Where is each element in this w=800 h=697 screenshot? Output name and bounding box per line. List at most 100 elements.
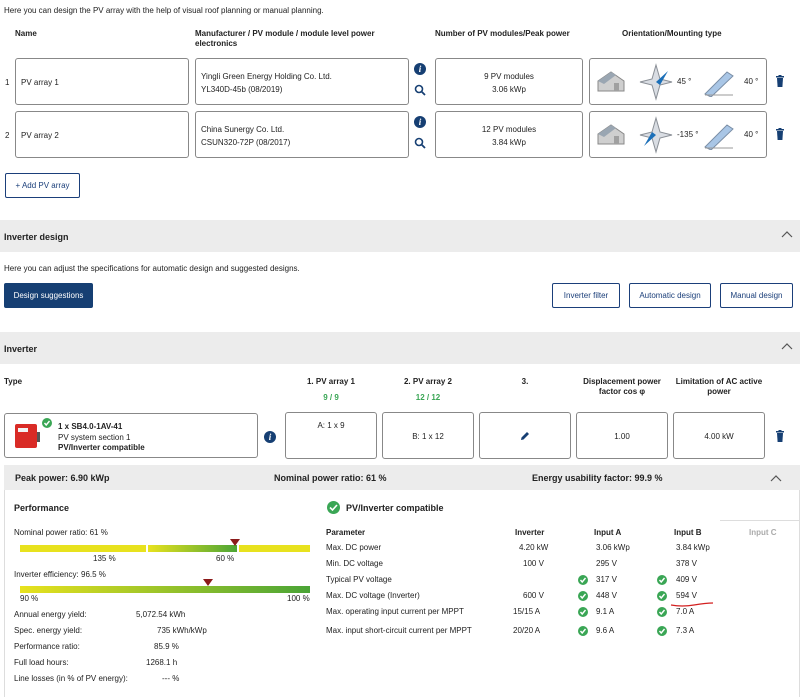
compat-header: Inverter — [515, 528, 545, 537]
inverter-design-header[interactable]: Inverter design — [0, 220, 800, 252]
limitation-field[interactable]: 4.00 kW — [673, 412, 765, 459]
tilt-icon — [703, 67, 735, 99]
pv2-assignment-field[interactable]: B: 1 x 12 — [382, 412, 474, 459]
efficiency-tick-2: 100 % — [287, 594, 310, 603]
inverter-device-card[interactable]: 1 x SB4.0-1AV-41 PV system section 1 PV/… — [4, 413, 258, 458]
stat-label: Performance ratio: — [14, 642, 80, 651]
pv-array-name: PV array 2 — [21, 131, 59, 140]
trash-icon[interactable] — [775, 75, 785, 89]
check-icon — [42, 418, 52, 428]
manufacturer-name: Yingli Green Energy Holding Co. Ltd. — [201, 72, 332, 81]
stat-label: Annual energy yield: — [14, 610, 87, 619]
compat-title: PV/Inverter compatible — [346, 503, 444, 513]
pv3-assignment-field[interactable] — [479, 412, 571, 459]
chevron-up-icon[interactable] — [781, 342, 793, 352]
input-b-value: 3.84 kWp — [676, 543, 710, 552]
input-a-value: 317 V — [596, 575, 617, 584]
module-field[interactable]: Yingli Green Energy Holding Co. Ltd. YL3… — [195, 58, 409, 105]
check-icon — [657, 626, 667, 636]
trash-icon[interactable] — [775, 128, 785, 142]
section-title: Inverter — [4, 344, 38, 354]
module-name: CSUN320-72P (08/2017) — [201, 138, 291, 147]
peak-power: 3.84 kWp — [492, 138, 526, 147]
peak-power-summary: Peak power: 6.90 kWp — [15, 473, 110, 483]
pv1-assignment-field[interactable]: A: 1 x 9 — [285, 412, 377, 459]
inverter-filter-button[interactable]: Inverter filter — [552, 283, 620, 308]
orientation-field[interactable]: 45 ° 40 ° — [589, 58, 767, 105]
pv-intro-text: Here you can design the PV array with th… — [4, 6, 324, 15]
nominal-tick-2: 60 % — [216, 554, 235, 563]
trash-icon[interactable] — [775, 430, 785, 444]
param-label: Min. DC voltage — [326, 559, 383, 568]
manufacturer-name: China Sunergy Co. Ltd. — [201, 125, 285, 134]
pv-modules-field[interactable]: 12 PV modules 3.84 kWp — [435, 111, 583, 158]
house-icon — [596, 122, 626, 148]
search-icon[interactable] — [414, 137, 426, 151]
module-name: YL340D-45b (08/2019) — [201, 85, 283, 94]
input-a-value: 295 V — [596, 559, 617, 568]
orientation-field[interactable]: -135 ° 40 ° — [589, 111, 767, 158]
compass-icon — [638, 116, 674, 156]
design-suggestions-button[interactable]: Design suggestions — [4, 283, 93, 308]
cos-phi-value: 1.00 — [614, 432, 630, 441]
device-status: PV/Inverter compatible — [58, 443, 145, 452]
section-title: Inverter design — [4, 232, 69, 242]
pv-modules-field[interactable]: 9 PV modules 3.06 kWp — [435, 58, 583, 105]
azimuth-value: 45 ° — [677, 77, 692, 86]
inverter-header[interactable]: Inverter — [0, 332, 800, 364]
automatic-design-button[interactable]: Automatic design — [629, 283, 711, 308]
pv-array-name-field[interactable]: PV array 1 — [15, 58, 189, 105]
inverter-value: 15/15 A — [513, 607, 541, 616]
inverter-design-intro: Here you can adjust the specifications f… — [4, 264, 300, 273]
check-icon — [657, 591, 667, 601]
device-name: 1 x SB4.0-1AV-41 — [58, 422, 123, 431]
module-count: 9 PV modules — [484, 72, 534, 81]
input-a-value: 3.06 kWp — [596, 543, 630, 552]
cos-phi-field[interactable]: 1.00 — [576, 412, 668, 459]
summary-bar[interactable]: Peak power: 6.90 kWp Nominal power ratio… — [4, 465, 800, 490]
info-icon[interactable]: i — [414, 63, 426, 75]
compat-header: Parameter — [326, 528, 366, 537]
pv-array-name-field[interactable]: PV array 2 — [15, 111, 189, 158]
col-header-orientation: Orientation/Mounting type — [622, 29, 722, 38]
nominal-ratio-label: Nominal power ratio: 61 % — [14, 528, 108, 537]
marker-triangle — [230, 539, 240, 548]
manual-design-button[interactable]: Manual design — [720, 283, 793, 308]
col-header-limitation: Limitation of AC active power — [675, 377, 763, 396]
pv-array-name: PV array 1 — [21, 78, 59, 87]
compass-icon — [638, 63, 674, 103]
check-icon — [578, 626, 588, 636]
limitation-value: 4.00 kW — [704, 432, 734, 441]
chevron-up-icon[interactable] — [781, 230, 793, 240]
input-a-value: 448 V — [596, 591, 617, 600]
module-count: 12 PV modules — [481, 125, 537, 134]
info-icon[interactable]: i — [264, 431, 276, 443]
check-icon — [327, 501, 340, 514]
col-header-manufacturer: Manufacturer / PV module / module level … — [195, 29, 375, 48]
search-icon[interactable] — [414, 84, 426, 98]
chevron-up-icon[interactable] — [770, 474, 782, 484]
param-label: Typical PV voltage — [326, 575, 392, 584]
check-icon — [657, 607, 667, 617]
house-icon — [596, 69, 626, 95]
info-icon[interactable]: i — [414, 116, 426, 128]
pencil-icon[interactable] — [520, 431, 530, 443]
marker-triangle — [203, 579, 213, 588]
add-pv-array-button[interactable]: + Add PV array — [5, 173, 80, 198]
device-section: PV system section 1 — [58, 433, 131, 442]
module-field[interactable]: China Sunergy Co. Ltd. CSUN320-72P (08/2… — [195, 111, 409, 158]
tilt-value: 40 ° — [744, 77, 759, 86]
tilt-icon — [703, 120, 735, 152]
row-index: 2 — [5, 131, 10, 140]
annotation-underline — [670, 600, 714, 610]
param-label: Max. input short-circuit current per MPP… — [326, 626, 472, 635]
input-a-value: 9.1 A — [596, 607, 615, 616]
inverter-value: 4.20 kW — [519, 543, 549, 552]
stat-label: Line losses (in % of PV energy): — [14, 674, 128, 683]
stat-value: 735 kWh/kWp — [157, 626, 207, 635]
pv1-value: A: 1 x 9 — [317, 421, 345, 430]
inverter-value: 100 V — [523, 559, 544, 568]
inverter-device-icon — [13, 422, 43, 452]
pv2-value: B: 1 x 12 — [412, 432, 444, 441]
stat-label: Spec. energy yield: — [14, 626, 83, 635]
